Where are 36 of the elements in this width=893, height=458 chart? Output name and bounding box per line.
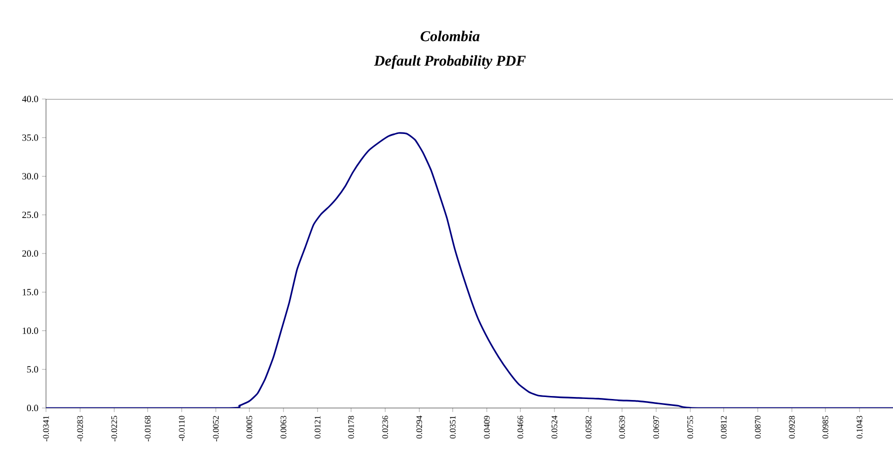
- x-tick-label: 0.0236: [382, 416, 388, 438]
- x-tick-label: 0.0755: [687, 416, 694, 438]
- x-tick-label: 0.0985: [822, 416, 828, 438]
- y-tick-label: 20.0: [22, 250, 38, 257]
- x-tick-label: 0.0582: [586, 416, 592, 438]
- x-tick-label: 0.0639: [619, 416, 625, 438]
- x-tick-label: 0.0005: [246, 416, 252, 438]
- x-tick-label: -0.0168: [144, 416, 151, 442]
- x-tick-label: -0.0052: [213, 416, 219, 442]
- y-tick-label: 40.0: [22, 96, 38, 102]
- y-tick-label: 5.0: [27, 366, 38, 373]
- y-tick-label: 25.0: [22, 212, 38, 218]
- x-tick-label: -0.0341: [43, 416, 49, 442]
- chart-subtitle: Default Probability PDF: [374, 55, 526, 69]
- x-tick-label: 0.0121: [314, 416, 320, 438]
- x-tick-label: 0.0524: [552, 416, 558, 438]
- chart-title: Colombia: [420, 30, 480, 42]
- x-tick-label: 0.1043: [856, 416, 862, 438]
- x-tick-label: -0.0110: [178, 416, 185, 441]
- x-tick-label: 0.0351: [450, 416, 456, 438]
- x-tick-label: 0.0697: [653, 416, 660, 438]
- x-tick-label: -0.0283: [77, 416, 83, 442]
- x-tick-label: 0.0409: [484, 416, 490, 438]
- x-tick-label: 0.0870: [754, 416, 761, 438]
- y-tick-label: 15.0: [22, 288, 38, 296]
- x-tick-label: -0.0225: [111, 416, 118, 442]
- x-tick-label: 0.0466: [517, 416, 524, 438]
- y-tick-label: 0.0: [27, 404, 38, 412]
- x-tick-label: 0.0294: [416, 416, 422, 438]
- x-tick-label: 0.0178: [348, 416, 354, 438]
- y-tick-label: 35.0: [22, 134, 38, 141]
- y-tick-label: 10.0: [22, 328, 38, 334]
- x-tick-label: 0.0812: [720, 416, 727, 438]
- x-tick-label: 0.0063: [280, 416, 286, 438]
- x-tick-label: 0.0928: [789, 416, 795, 438]
- y-tick-label: 30.0: [22, 173, 38, 180]
